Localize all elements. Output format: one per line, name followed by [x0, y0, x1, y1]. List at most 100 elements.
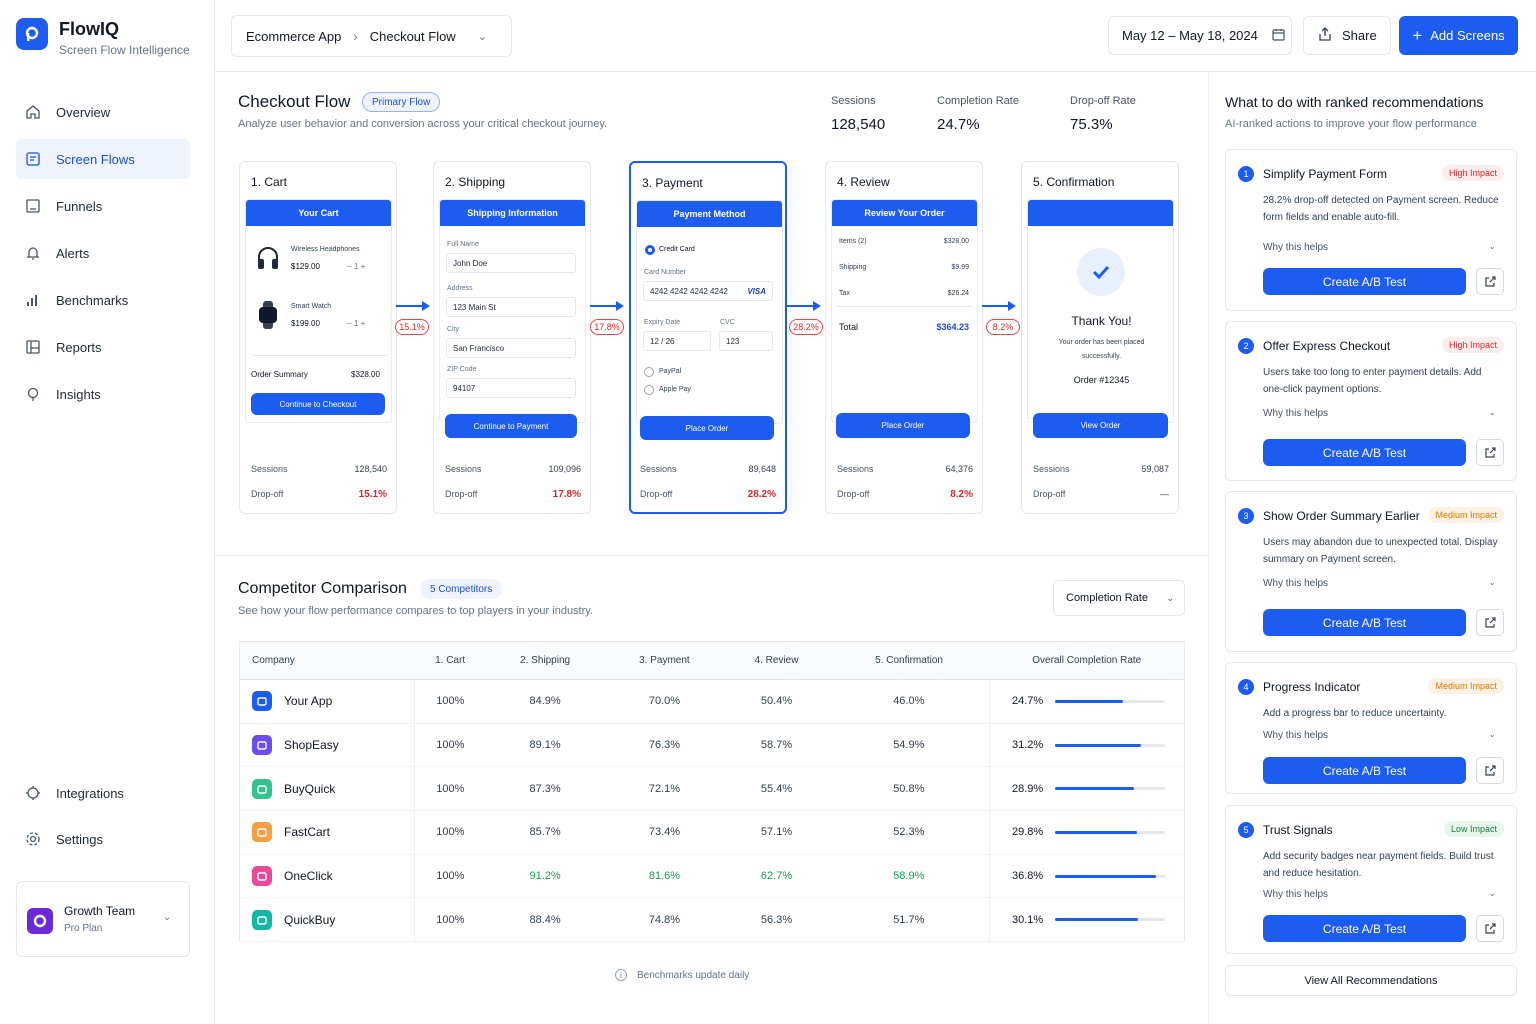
rate-cell: 56.3%: [724, 897, 829, 943]
create-ab-test-button[interactable]: Create A/B Test: [1263, 268, 1466, 295]
full-name-field[interactable]: John Doe: [446, 253, 576, 273]
table-row[interactable]: ShopEasy 100% 89.1% 76.3% 58.7% 54.9% 31.2%: [239, 723, 1185, 768]
nav-item-settings[interactable]: Settings: [16, 819, 190, 859]
city-field[interactable]: San Francisco: [446, 338, 576, 358]
quantity-stepper[interactable]: − 1 +: [347, 319, 366, 328]
breadcrumb[interactable]: Ecommerce App › Checkout Flow ⌄: [231, 15, 512, 57]
radio-icon[interactable]: [644, 385, 654, 395]
chevron-down-icon[interactable]: ⌄: [1488, 577, 1496, 587]
why-this-helps-toggle[interactable]: Why this helps: [1263, 889, 1329, 900]
chevron-down-icon[interactable]: ⌄: [1488, 888, 1496, 898]
radio-icon[interactable]: [644, 367, 654, 377]
recommendation-card[interactable]: 5 Trust Signals Low Impact Add security bad…: [1225, 805, 1517, 954]
table-row[interactable]: Your App 100% 84.9% 70.0% 50.4% 46.0% 24.7%: [239, 679, 1185, 724]
table-row[interactable]: FastCart 100% 85.7% 73.4% 57.1% 52.3% 29.8%: [239, 810, 1185, 855]
metric-select[interactable]: Completion Rate ⌄: [1053, 580, 1185, 616]
breadcrumb-app[interactable]: Ecommerce App: [246, 28, 342, 44]
rank-badge: 1: [1238, 166, 1254, 182]
share-icon[interactable]: [1476, 609, 1504, 636]
step-card-cart[interactable]: 1. Cart Your Cart Wireless Headphones $1…: [239, 161, 397, 514]
create-ab-test-button[interactable]: Create A/B Test: [1263, 757, 1466, 784]
rate-cell: 72.1%: [604, 766, 725, 812]
app-name: FlowIQ: [59, 19, 119, 39]
table-row[interactable]: QuickBuy 100% 88.4% 74.8% 56.3% 51.7% 30.1%: [239, 897, 1185, 943]
place-order-button[interactable]: Place Order: [640, 416, 774, 440]
completion-bar-fill: [1055, 918, 1138, 922]
continue-to-payment-button[interactable]: Continue to Payment: [445, 414, 577, 438]
company-logo-icon: [252, 778, 272, 799]
chevron-down-icon: ⌄: [477, 30, 487, 43]
create-ab-test-button[interactable]: Create A/B Test: [1263, 439, 1466, 466]
step-card-review[interactable]: 4. Review Review Your Order Items (2) $32…: [825, 161, 983, 514]
completion-bar: [1055, 830, 1165, 834]
why-this-helps-toggle[interactable]: Why this helps: [1263, 408, 1329, 419]
date-range-picker[interactable]: May 12 – May 18, 2024: [1108, 16, 1292, 55]
rate-cell: 89.1%: [485, 723, 605, 768]
divider: [837, 306, 973, 307]
recommendation-card[interactable]: 4 Progress Indicator Medium Impact Add a pr…: [1225, 662, 1517, 794]
credit-card-option[interactable]: Credit Card: [659, 246, 695, 253]
team-avatar-icon: [27, 908, 53, 934]
step-card-confirmation[interactable]: 5. Confirmation Thank You! Your order ha…: [1021, 161, 1179, 514]
chevron-down-icon[interactable]: ⌄: [1488, 407, 1496, 417]
nav-item-reports[interactable]: Reports: [16, 327, 190, 367]
nav-item-benchmarks[interactable]: Benchmarks: [16, 280, 190, 320]
step-card-shipping[interactable]: 2. Shipping Shipping Information Full Na…: [433, 161, 591, 514]
create-ab-test-button[interactable]: Create A/B Test: [1263, 609, 1466, 636]
continue-to-checkout-button[interactable]: Continue to Checkout: [251, 393, 385, 415]
chevron-down-icon[interactable]: ⌄: [1488, 729, 1496, 739]
add-screens-button[interactable]: + Add Screens: [1399, 16, 1518, 55]
why-this-helps-toggle[interactable]: Why this helps: [1263, 242, 1329, 253]
team-switcher[interactable]: Growth Team Pro Plan ⌄: [16, 881, 190, 957]
breadcrumb-flow[interactable]: Checkout Flow: [369, 28, 456, 44]
chevron-down-icon[interactable]: ⌄: [1488, 241, 1496, 251]
quantity-stepper[interactable]: − 1 +: [347, 262, 366, 271]
nav-item-funnels[interactable]: Funnels: [16, 186, 190, 226]
overall-cell: 24.7%: [989, 679, 1185, 724]
metric-select-value: Completion Rate: [1066, 592, 1148, 604]
flow-arrow-icon: [982, 301, 1016, 311]
nav-item-screen-flows[interactable]: Screen Flows: [16, 139, 190, 179]
share-icon[interactable]: [1476, 439, 1504, 466]
recommendation-card[interactable]: 2 Offer Express Checkout High Impact Users …: [1225, 321, 1517, 481]
paypal-option[interactable]: PayPal: [659, 368, 682, 375]
share-icon[interactable]: [1476, 915, 1504, 942]
step-sessions: Sessions 64,376: [837, 464, 973, 474]
nav-item-insights[interactable]: Insights: [16, 374, 190, 414]
view-all-recommendations-button[interactable]: View All Recommendations: [1225, 965, 1517, 996]
create-ab-test-button[interactable]: Create A/B Test: [1263, 915, 1466, 942]
share-icon[interactable]: [1476, 268, 1504, 295]
review-line: Tax $26.24: [839, 290, 969, 297]
shipping-screen-preview: Shipping Information Full Name John Doe …: [439, 199, 586, 423]
completion-bar-fill: [1055, 830, 1137, 834]
nav-item-alerts[interactable]: Alerts: [16, 233, 190, 273]
radio-selected-icon[interactable]: [645, 245, 655, 255]
rate-cell: 51.7%: [828, 897, 990, 943]
flow-title: Checkout Flow: [238, 92, 351, 111]
cvc-field[interactable]: 123: [719, 331, 773, 351]
confirmation-message: Your order has been placed successfully.: [1058, 339, 1145, 360]
table-row[interactable]: BuyQuick 100% 87.3% 72.1% 55.4% 50.8% 28.9%: [239, 766, 1185, 812]
recommendation-card[interactable]: 3 Show Order Summary Earlier Medium Impact…: [1225, 491, 1517, 652]
applepay-option[interactable]: Apple Pay: [659, 386, 691, 393]
place-order-button[interactable]: Place Order: [836, 413, 970, 438]
why-this-helps-toggle[interactable]: Why this helps: [1263, 730, 1329, 741]
step-card-payment[interactable]: 3. Payment Payment Method Credit Card Ca…: [629, 161, 787, 514]
card-number-field[interactable]: 4242 4242 4242 4242 VISA: [643, 281, 773, 301]
nav-item-overview[interactable]: Overview: [16, 92, 190, 132]
nav-item-integrations[interactable]: Integrations: [16, 773, 190, 813]
share-button[interactable]: Share: [1303, 16, 1391, 55]
zip-field[interactable]: 94107: [446, 378, 576, 398]
expiry-field[interactable]: 12 / 26: [643, 331, 711, 351]
table-row[interactable]: OneClick 100% 91.2% 81.6% 62.7% 58.9% 36.8%: [239, 854, 1185, 899]
competitor-table: Company 1. Cart 2. Shipping 3. Payment 4…: [239, 641, 1185, 943]
rate-cell: 87.3%: [485, 766, 605, 812]
share-icon[interactable]: [1476, 757, 1504, 784]
checkmark-icon: [1077, 248, 1125, 296]
why-this-helps-toggle[interactable]: Why this helps: [1263, 578, 1329, 589]
view-order-button[interactable]: View Order: [1033, 413, 1168, 438]
flowiq-logo-icon[interactable]: [16, 18, 48, 50]
recommendation-card[interactable]: 1 Simplify Payment Form High Impact 28.2% d…: [1225, 149, 1517, 311]
address-field[interactable]: 123 Main St: [446, 297, 576, 317]
footnote-text: Benchmarks update daily: [637, 969, 750, 981]
